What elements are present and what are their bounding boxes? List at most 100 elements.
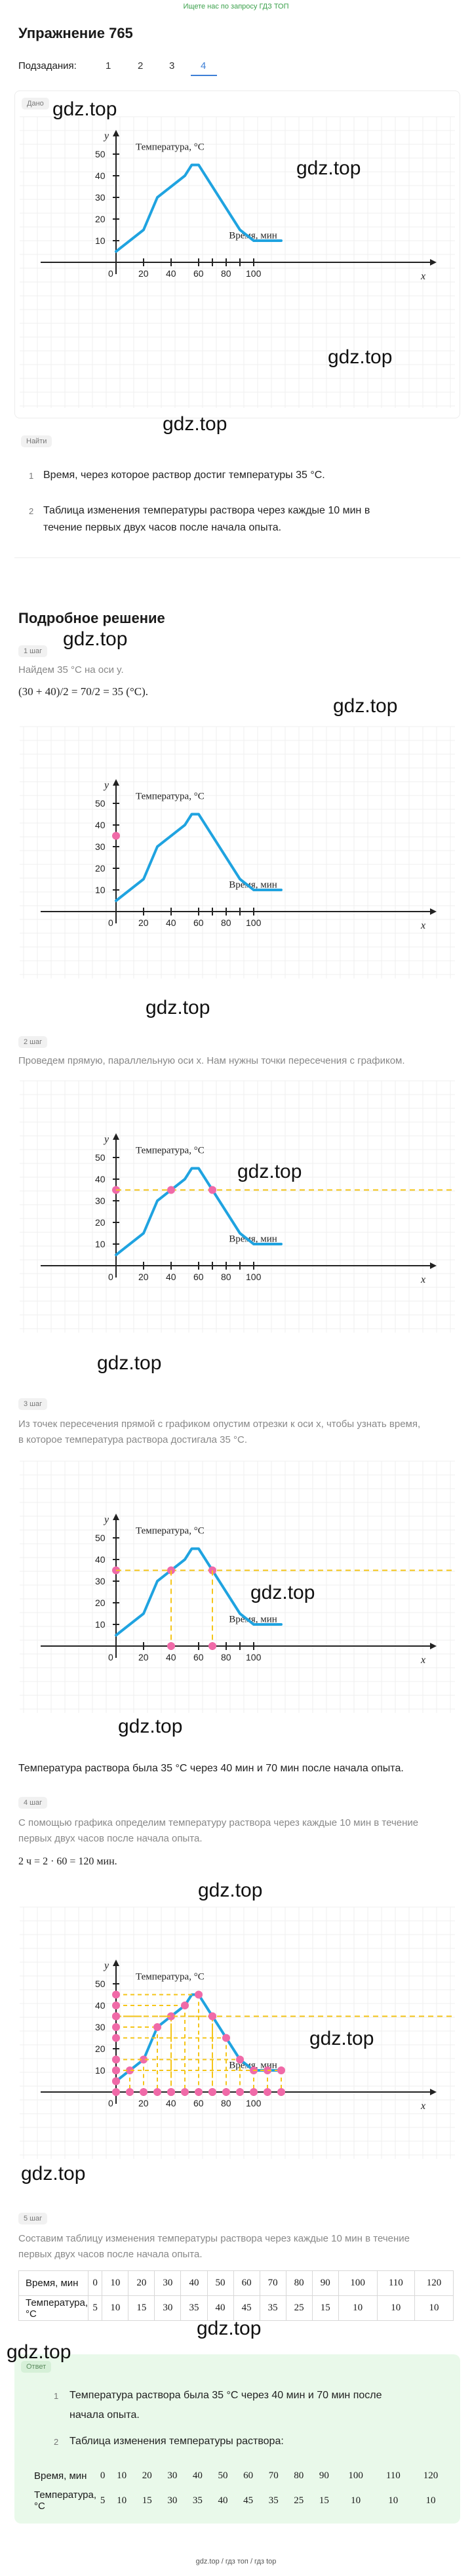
subtask-tab-2[interactable]: 2 <box>138 60 144 71</box>
x-tick-label: 80 <box>221 268 231 279</box>
table-row-label: Время, мин <box>18 2270 89 2296</box>
graph-given: y x Температура, °C Время, мин 50 40 30 20 10 0 20… <box>14 111 460 413</box>
x-tick-label: 100 <box>246 1652 262 1662</box>
temperature-label: Температура, °C <box>136 1145 205 1156</box>
step-4-formula: 2 ч = 2 · 60 = 120 мин. <box>18 1856 117 1867</box>
x-tick-label: 20 <box>138 917 149 928</box>
intersection-point <box>126 2066 134 2074</box>
task-2-text: Таблица изменения температуры раствора ч… <box>43 505 370 516</box>
y-tick-label: 50 <box>95 1152 106 1163</box>
y-tick-label: 50 <box>95 1533 106 1543</box>
table-row-label: Температура, °C <box>34 2489 97 2512</box>
x-axis-label: x <box>420 1274 425 1285</box>
intersection-point <box>208 2088 216 2096</box>
x-tick-label: 20 <box>138 1272 149 1282</box>
task-1-text: Время, через которое раствор достиг темп… <box>43 470 325 481</box>
intersection-point <box>236 2055 244 2064</box>
x-tick-label: 0 <box>108 2098 113 2108</box>
intersection-point <box>112 2066 120 2074</box>
x-tick-label: 0 <box>108 1272 113 1282</box>
x-tick-label: 80 <box>221 1652 231 1662</box>
intersection-point <box>195 2088 203 2096</box>
graph-step-4: y x Температура, °C Время, мин 50 40 30 20 10 0 20… <box>14 1902 460 2164</box>
step-3-text: Из точек пересечения прямой с графиком о… <box>18 1419 421 1430</box>
y-axis-arrow <box>113 779 119 786</box>
table-cell: 20 <box>128 2270 155 2296</box>
x-tick-label: 60 <box>193 2098 204 2108</box>
time-label: Время, мин <box>229 1234 277 1245</box>
table-cell: 15 <box>319 2495 329 2506</box>
table-cell: 40 <box>206 2295 234 2321</box>
table-cell: 35 <box>192 2495 203 2506</box>
y-tick-label: 40 <box>95 171 106 181</box>
watermark: gdz.top <box>118 1716 183 1737</box>
task-number: 1 <box>29 471 34 481</box>
watermark: gdz.top <box>296 157 361 179</box>
graph-step-2: y x Температура, °C Время, мин 50 40 30 20 10 0 20… <box>14 1076 460 1338</box>
x-axis-arrow <box>430 2089 437 2095</box>
table-row: Температура, °C 5 10 15 30 35 40 45 35 25 15 10 10 10 <box>28 2488 450 2513</box>
answer-1-text: Температура раствора была 35 °C через 40… <box>69 2390 382 2401</box>
table-cell: 25 <box>285 2295 313 2321</box>
x-tick-label: 60 <box>193 1652 204 1662</box>
step-1-text: Найдем 35 °C на оси y. <box>18 664 124 675</box>
table-cell: 15 <box>128 2295 155 2321</box>
intersection-point <box>222 2034 230 2042</box>
temperature-curve <box>115 813 283 902</box>
x-tick-label: 0 <box>108 268 113 279</box>
y-tick-label: 20 <box>95 2043 106 2054</box>
x-tick-label: 100 <box>246 1272 262 1282</box>
watermark: gdz.top <box>63 628 128 650</box>
y-axis-label: y <box>103 131 109 142</box>
x-tick-label: 40 <box>166 1652 176 1662</box>
table-cell: 40 <box>180 2270 208 2296</box>
intersection-point <box>140 2088 148 2096</box>
answer-1-text-cont: начала опыта. <box>69 2409 140 2421</box>
top-search-link[interactable]: Ищете нас по запросу ГДЗ ТОП <box>183 3 289 10</box>
table-cell: 110 <box>385 2470 401 2481</box>
table-cell: 10 <box>351 2495 361 2506</box>
y-tick-label: 20 <box>95 1598 106 1608</box>
y-tick-label: 20 <box>95 863 106 874</box>
x-tick-label: 100 <box>246 917 262 928</box>
y-axis-arrow <box>113 1514 119 1520</box>
table-cell: 5 <box>88 2295 103 2321</box>
intersection-point <box>250 2088 258 2096</box>
answer-number: 1 <box>54 2391 59 2401</box>
intersection-point <box>167 1642 175 1650</box>
subtask-tab-4[interactable]: 4 <box>201 60 206 71</box>
x-tick-label: 60 <box>193 1272 204 1282</box>
y-tick-label: 40 <box>95 820 106 830</box>
watermark: gdz.top <box>198 1880 263 1901</box>
x-axis-arrow <box>430 259 437 266</box>
intersection-point <box>208 1186 216 1194</box>
intersection-point <box>167 2088 175 2096</box>
intersection-point <box>264 2088 271 2096</box>
answer-table: Время, мин 0 10 20 30 40 50 60 70 80 90 100 110 120 Т… <box>28 2463 450 2513</box>
subtask-tab-3[interactable]: 3 <box>169 60 175 71</box>
y-tick-label: 10 <box>95 1619 106 1630</box>
table-cell: 10 <box>117 2470 127 2481</box>
x-tick-label: 40 <box>166 268 176 279</box>
step-3-result: Температура раствора была 35 °C через 40… <box>18 1763 404 1774</box>
intersection-point <box>112 2077 120 2085</box>
footer-links[interactable]: gdz.top / гдз топ / гдз top <box>195 2558 277 2566</box>
step-1-badge: 1 шаг <box>18 645 48 657</box>
watermark: gdz.top <box>237 1161 302 1182</box>
y-tick-label: 20 <box>95 1217 106 1228</box>
page-title: Упражнение 765 <box>18 25 133 41</box>
y-tick-label: 10 <box>95 1239 106 1249</box>
table-cell: 10 <box>376 2295 416 2321</box>
table-row-label: Температура, °C <box>18 2295 89 2321</box>
subtask-tab-1[interactable]: 1 <box>106 60 111 71</box>
intersection-point <box>112 2023 120 2031</box>
x-tick-label: 20 <box>138 2098 149 2108</box>
find-badge: Найти <box>21 435 52 447</box>
step-1-formula: (30 + 40)/2 = 70/2 = 35 (°C). <box>18 685 148 698</box>
table-cell: 100 <box>338 2270 378 2296</box>
intersection-point <box>112 2088 120 2096</box>
table-cell: 35 <box>268 2495 279 2506</box>
y-tick-label: 30 <box>95 2022 106 2032</box>
x-axis-arrow <box>430 1262 437 1269</box>
table-cell: 110 <box>376 2270 416 2296</box>
